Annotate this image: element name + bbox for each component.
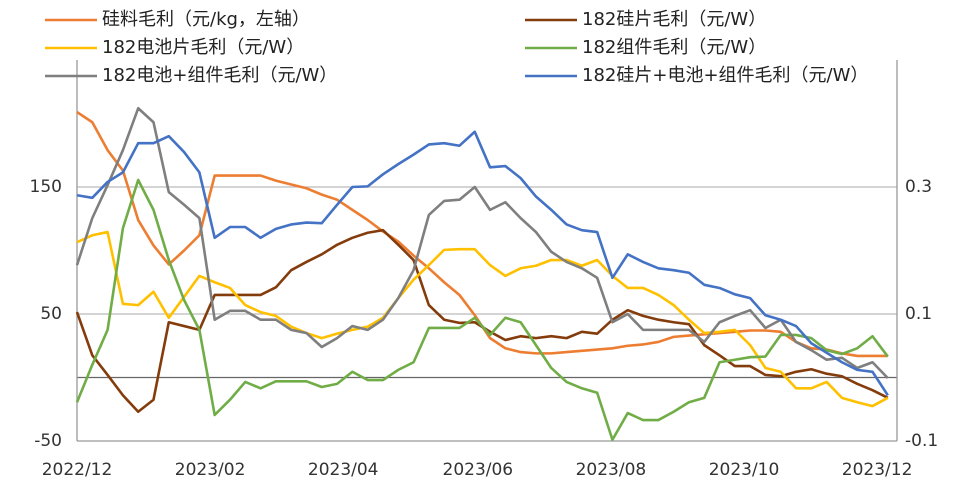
x-tick-label: 2023/06 xyxy=(443,460,514,480)
series-line xyxy=(76,130,889,396)
y-tick-label: 150 xyxy=(30,177,62,197)
y2-tick-label: 0.1 xyxy=(905,304,932,324)
legend-label: 182电池+组件毛利（元/W） xyxy=(102,65,337,86)
legend-label: 182组件毛利（元/W） xyxy=(582,37,766,58)
series-line xyxy=(75,106,889,380)
series-line xyxy=(76,230,889,408)
x-tick-label: 2023/12 xyxy=(842,460,913,480)
y-tick-label: -50 xyxy=(34,431,62,451)
y2-tick-label: -0.1 xyxy=(905,431,938,451)
x-tick-label: 2023/02 xyxy=(175,460,246,480)
y-tick-label: 50 xyxy=(40,304,62,324)
legend-label: 硅料毛利（元/kg，左轴） xyxy=(102,9,310,30)
x-tick-label: 2023/08 xyxy=(576,460,647,480)
y2-tick-label: 0.3 xyxy=(905,177,932,197)
x-tick-label: 2022/12 xyxy=(42,460,113,480)
legend-label: 182硅片毛利（元/W） xyxy=(582,9,766,30)
x-tick-label: 2023/10 xyxy=(709,460,780,480)
legend-label: 182硅片+电池+组件毛利（元/W） xyxy=(582,65,868,86)
legend-label: 182电池片毛利（元/W） xyxy=(102,37,304,58)
series-line xyxy=(75,178,889,442)
x-tick-label: 2023/04 xyxy=(308,460,379,480)
